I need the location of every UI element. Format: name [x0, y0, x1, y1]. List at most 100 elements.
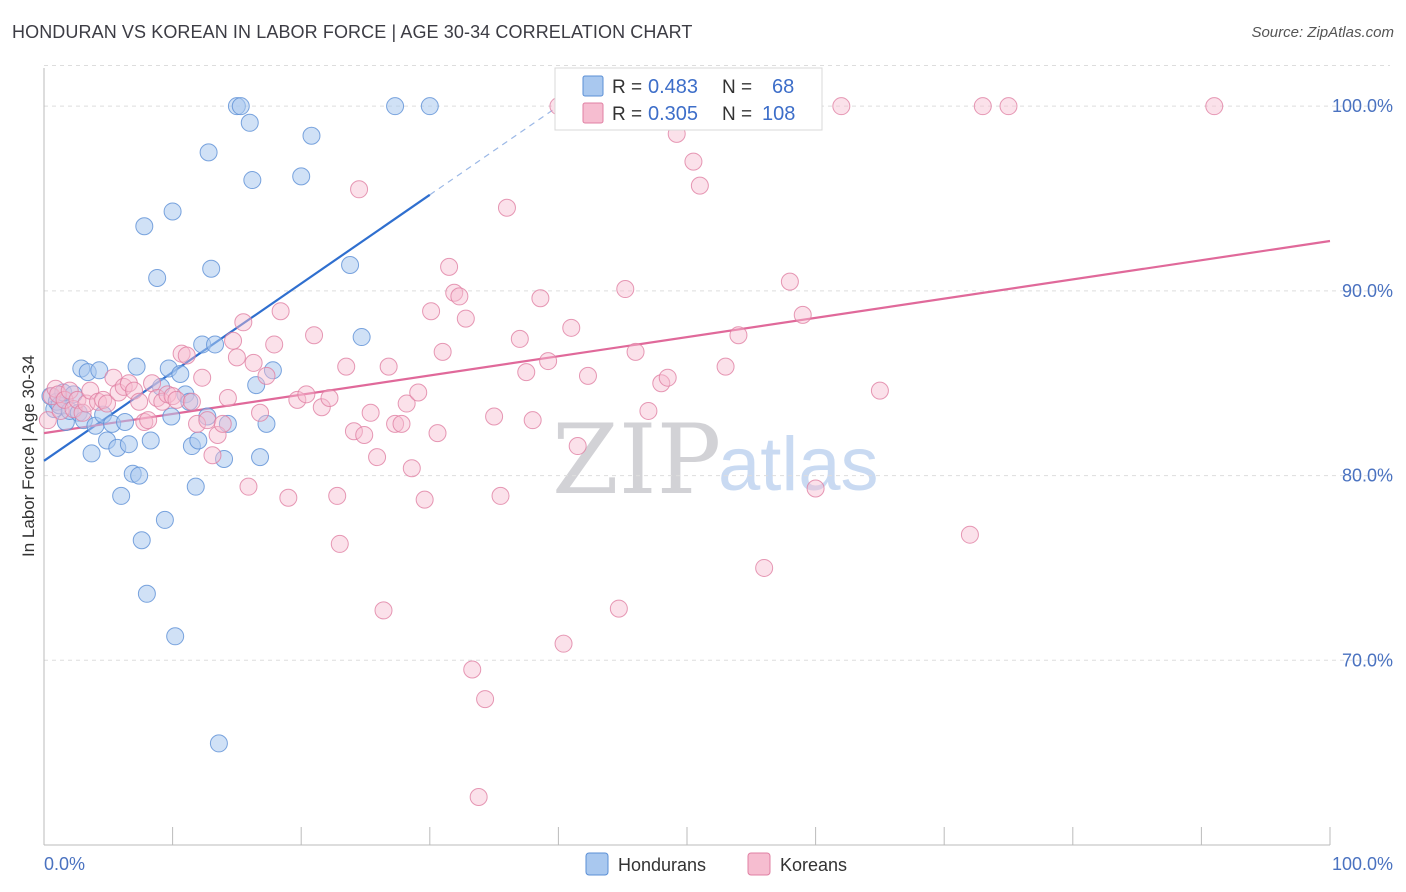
- koreans-point: [368, 448, 387, 467]
- chart-source: Source: ZipAtlas.com: [1251, 24, 1394, 41]
- koreans-point: [167, 390, 186, 409]
- y-tick-label: 90.0%: [1342, 281, 1393, 301]
- hondurans-points: [41, 97, 439, 753]
- koreans-point: [337, 357, 356, 376]
- koreans-point: [227, 348, 246, 367]
- koreans-point: [271, 302, 290, 321]
- koreans-point: [409, 383, 428, 402]
- watermark-atlas: atlas: [718, 422, 879, 507]
- series-legend-label-koreans: Koreans: [780, 855, 847, 875]
- legend-r-value-koreans: 0.305: [648, 103, 698, 125]
- koreans-point: [658, 368, 677, 387]
- koreans-point: [626, 342, 645, 361]
- koreans-point: [973, 97, 992, 116]
- hondurans-point: [189, 431, 208, 450]
- koreans-point: [320, 389, 339, 408]
- legend-n-label-koreans: N =: [722, 104, 752, 125]
- hondurans-point: [240, 113, 259, 132]
- hondurans-point: [127, 357, 146, 376]
- koreans-point: [793, 305, 812, 324]
- koreans-point: [433, 342, 452, 361]
- koreans-point: [361, 403, 380, 422]
- hondurans-point: [215, 449, 234, 468]
- legend-swatch-koreans: [582, 102, 604, 124]
- koreans-point: [456, 309, 475, 328]
- hondurans-point: [132, 531, 151, 550]
- koreans-point: [476, 690, 495, 709]
- koreans-point: [109, 383, 128, 402]
- hondurans-point: [163, 202, 182, 221]
- koreans-point: [422, 302, 441, 321]
- koreans-trend-line: [43, 239, 1331, 435]
- hondurans-point: [90, 361, 109, 380]
- koreans-point: [218, 389, 237, 408]
- koreans-point: [312, 398, 331, 417]
- y-tick-label: 80.0%: [1342, 466, 1393, 486]
- koreans-point: [208, 425, 227, 444]
- hondurans-point: [186, 477, 205, 496]
- koreans-point: [684, 152, 703, 171]
- koreans-point: [213, 414, 232, 433]
- hondurans-point: [162, 407, 181, 426]
- hondurans-point: [119, 435, 138, 454]
- hondurans-point: [243, 171, 262, 190]
- hondurans-point: [218, 414, 237, 433]
- hondurans-point: [171, 365, 190, 383]
- koreans-point: [755, 558, 774, 577]
- legend-r-label-hondurans: R =: [612, 77, 642, 98]
- koreans-point: [379, 357, 398, 376]
- koreans-point: [98, 394, 117, 413]
- chart-title: HONDURAN VS KOREAN IN LABOR FORCE | AGE …: [12, 22, 693, 42]
- hondurans-point: [231, 97, 250, 116]
- legend-n-label-hondurans: N =: [722, 77, 752, 98]
- koreans-point: [355, 425, 374, 444]
- koreans-point: [609, 599, 628, 618]
- koreans-point: [397, 394, 416, 413]
- y-tick-label: 70.0%: [1342, 650, 1393, 670]
- koreans-point: [38, 411, 57, 430]
- koreans-point: [224, 331, 243, 350]
- axes: [43, 68, 1331, 846]
- stats-legend: R = 0.483 N = 68 R = 0.305 N = 108: [554, 67, 823, 131]
- koreans-point: [510, 329, 529, 348]
- koreans-point: [182, 392, 201, 411]
- legend-r-value-hondurans: 0.483: [648, 76, 698, 98]
- koreans-point: [148, 389, 167, 408]
- hondurans-point: [199, 143, 218, 162]
- koreans-point: [780, 272, 799, 291]
- koreans-point: [832, 97, 851, 116]
- hondurans-point: [420, 97, 439, 116]
- hondurans-point: [112, 486, 131, 505]
- koreans-point: [428, 424, 447, 443]
- koreans-point: [450, 287, 469, 306]
- legend-n-value-hondurans: 68: [772, 76, 794, 98]
- koreans-point: [1205, 97, 1224, 116]
- koreans-point: [257, 366, 276, 385]
- koreans-point: [562, 318, 581, 337]
- koreans-point: [73, 403, 92, 422]
- koreans-point: [469, 787, 488, 806]
- hondurans-point: [386, 97, 405, 116]
- legend-swatch-hondurans: [582, 75, 604, 97]
- hondurans-point: [341, 256, 360, 275]
- koreans-point: [139, 411, 158, 430]
- koreans-point: [960, 525, 979, 544]
- koreans-point: [344, 422, 363, 441]
- series-legend-swatch-hondurans: [585, 852, 609, 876]
- koreans-point: [328, 486, 347, 505]
- koreans-point: [497, 198, 516, 217]
- koreans-point: [392, 414, 411, 433]
- koreans-point: [297, 385, 316, 404]
- koreans-point: [716, 357, 735, 376]
- koreans-point: [491, 486, 510, 505]
- hondurans-trend-extension: [429, 105, 559, 196]
- hondurans-point: [82, 444, 101, 463]
- koreans-point: [193, 368, 212, 387]
- koreans-point: [114, 377, 133, 396]
- hondurans-point: [302, 126, 321, 145]
- koreans-point: [244, 353, 263, 372]
- series-legend-swatch-koreans: [747, 852, 771, 876]
- koreans-point: [265, 335, 284, 354]
- koreans-point: [386, 414, 405, 433]
